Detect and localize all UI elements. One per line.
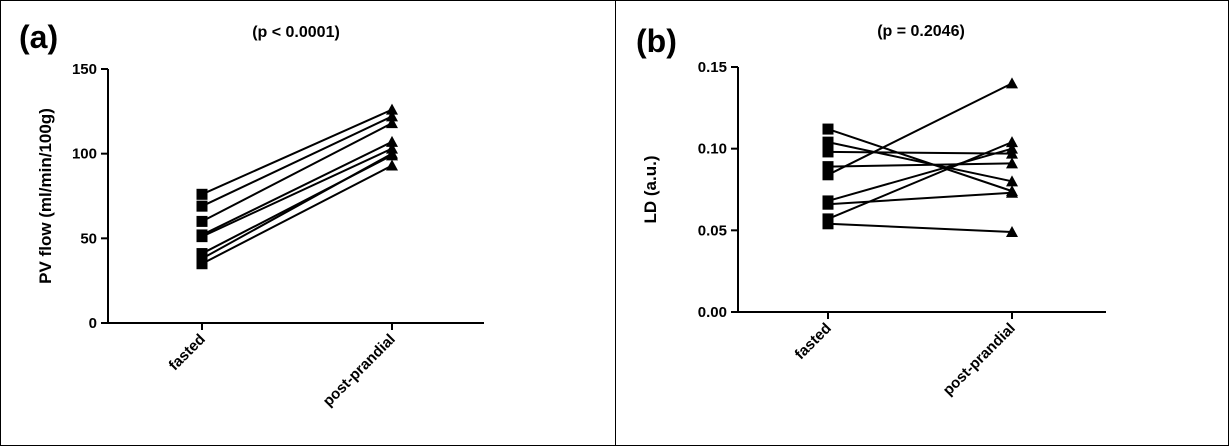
series-line: [827, 222, 1013, 233]
panel-b: (b) (p = 0.2046) 0.00 0.05 0.10 0.15 fasted po…: [615, 0, 1229, 446]
y-tick-label: 50: [80, 230, 97, 247]
fasted-marker: [196, 188, 208, 200]
y-tick-label: 0: [89, 315, 97, 332]
y-tick-label: 0.10: [698, 141, 727, 158]
fasted-marker: [196, 231, 208, 243]
fasted-marker: [822, 161, 834, 173]
panel-b-label: (b): [636, 23, 677, 59]
fasted-marker: [822, 146, 834, 158]
y-tick-label: 100: [72, 146, 97, 163]
post-prandial-marker: [386, 147, 398, 159]
y-tick-label: 0.05: [698, 222, 727, 239]
fasted-marker: [196, 200, 208, 212]
series-line: [201, 122, 393, 223]
post-prandial-marker: [1006, 136, 1018, 148]
chart-b: (p = 0.2046) 0.00 0.05 0.10 0.15 fasted post-p…: [641, 23, 1106, 399]
y-axis-label: LD (a.u.): [641, 156, 660, 224]
series-line: [201, 152, 393, 260]
x-tick-label: post-prandial: [320, 331, 399, 410]
x-tick-label: post-prandial: [940, 320, 1019, 399]
fasted-marker: [822, 136, 834, 148]
fasted-marker: [196, 215, 208, 227]
fasted-marker: [822, 218, 834, 230]
post-prandial-marker: [1006, 225, 1018, 237]
series-line: [827, 128, 1013, 193]
series-line: [201, 108, 393, 196]
post-prandial-marker: [386, 135, 398, 147]
series-line: [827, 147, 1013, 202]
fasted-marker: [822, 198, 834, 210]
series-line: [827, 141, 1013, 220]
post-prandial-marker: [386, 117, 398, 129]
post-prandial-marker: [1006, 175, 1018, 187]
x-tick-label: fasted: [166, 331, 209, 374]
series-line: [201, 115, 393, 208]
series-line: [827, 141, 1013, 183]
post-prandial-marker: [1006, 142, 1018, 154]
chart-title: (p < 0.0001): [252, 24, 340, 41]
fasted-marker: [822, 169, 834, 181]
y-tick-label: 0.00: [698, 304, 727, 321]
post-prandial-marker: [386, 159, 398, 171]
x-tick-label: fasted: [792, 320, 835, 363]
fasted-marker: [196, 258, 208, 270]
series-line: [827, 150, 1013, 155]
series-line: [201, 140, 393, 236]
panel-a-label: (a): [19, 19, 59, 55]
y-tick-label: 150: [72, 61, 97, 78]
chart-a: (p < 0.0001) 0 50 100 150 fasted post-prandial…: [36, 24, 484, 410]
series-line: [201, 164, 393, 265]
y-axis-label: PV flow (ml/min/100g): [36, 108, 55, 284]
post-prandial-marker: [1006, 186, 1018, 198]
fasted-marker: [822, 123, 834, 135]
post-prandial-marker: [386, 103, 398, 115]
series-line: [201, 147, 393, 238]
series-line: [827, 162, 1013, 168]
post-prandial-marker: [1006, 77, 1018, 89]
series-line: [827, 191, 1013, 206]
series-line: [827, 82, 1013, 176]
y-tick-label: 0.15: [698, 59, 727, 76]
post-prandial-marker: [386, 110, 398, 122]
panel-a: (a) (p < 0.0001) 0 50 100 150 fasted post-pran…: [0, 0, 616, 446]
post-prandial-marker: [1006, 157, 1018, 169]
chart-title: (p = 0.2046): [877, 23, 965, 40]
